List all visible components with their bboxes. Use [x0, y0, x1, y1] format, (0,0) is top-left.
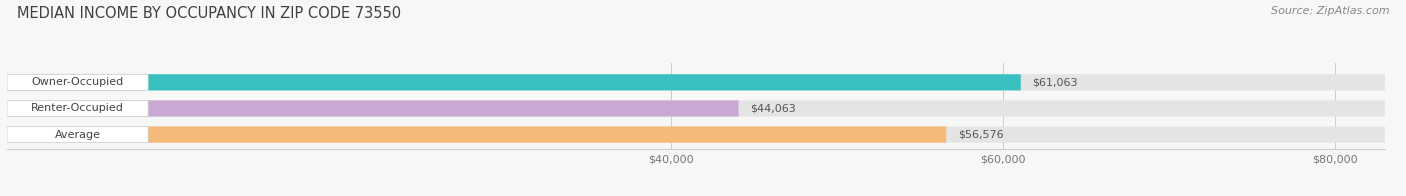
Text: $44,063: $44,063: [751, 103, 796, 113]
Text: $61,063: $61,063: [1032, 77, 1078, 87]
Text: $56,576: $56,576: [957, 130, 1004, 140]
FancyBboxPatch shape: [7, 74, 1385, 90]
FancyBboxPatch shape: [7, 100, 148, 117]
FancyBboxPatch shape: [7, 100, 1385, 117]
Text: Renter-Occupied: Renter-Occupied: [31, 103, 124, 113]
FancyBboxPatch shape: [7, 126, 1385, 143]
Text: Average: Average: [55, 130, 101, 140]
Text: MEDIAN INCOME BY OCCUPANCY IN ZIP CODE 73550: MEDIAN INCOME BY OCCUPANCY IN ZIP CODE 7…: [17, 6, 401, 21]
FancyBboxPatch shape: [7, 126, 946, 143]
FancyBboxPatch shape: [7, 126, 148, 143]
Text: Source: ZipAtlas.com: Source: ZipAtlas.com: [1271, 6, 1389, 16]
FancyBboxPatch shape: [7, 74, 1021, 90]
Text: Owner-Occupied: Owner-Occupied: [31, 77, 124, 87]
FancyBboxPatch shape: [7, 74, 148, 90]
FancyBboxPatch shape: [7, 100, 738, 117]
